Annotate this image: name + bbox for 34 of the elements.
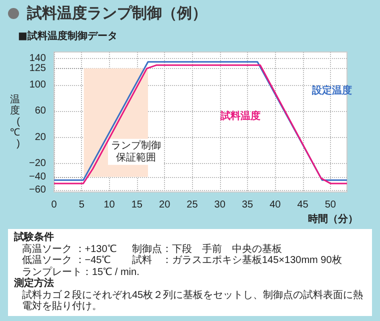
- x-tick-label: 25: [186, 200, 198, 210]
- y-tick-label: 20: [34, 132, 46, 143]
- chart-subtitle: ■試料温度制御データ: [18, 29, 118, 43]
- y-tick-label: −20: [29, 158, 46, 170]
- text: 制御点：下段 手前 中央の基板: [132, 244, 283, 254]
- x-tick-label: 40: [270, 200, 282, 210]
- y-tick-label: 140: [29, 53, 46, 64]
- text: 測定方法: [14, 278, 55, 290]
- text: 試験条件: [14, 232, 55, 243]
- text: 試料カゴ２段にそれぞれ45枚２列に基板をセットし、制御点の試料表面に熱電対を貼り付け。: [21, 290, 364, 312]
- text: 試料温度: [220, 110, 261, 122]
- x-tick-label: 10: [104, 200, 116, 210]
- text: ランプレート：15℃ / min.: [22, 266, 140, 278]
- text: 低温ソーク ：−45℃: [22, 255, 112, 266]
- y-tick-label: −40: [29, 171, 46, 182]
- band-label: ランプ制御保証範囲: [110, 139, 161, 164]
- text: 高温ソーク ：+130℃: [22, 244, 118, 255]
- x-tick-label: 15: [131, 200, 143, 210]
- x-axis-title: 時間（分）: [308, 212, 358, 226]
- x-tick-label: 5: [78, 200, 85, 210]
- text: 試料 ：ガラスエポキシ基板145×130mm 90枚: [132, 255, 343, 266]
- y-tick-label: −60: [29, 184, 46, 196]
- x-tick-label: 35: [242, 200, 254, 210]
- x-tick-label: 30: [214, 200, 226, 210]
- y-axis-title: 温度(℃): [10, 94, 21, 150]
- text: 設定温度: [310, 84, 352, 97]
- x-tick-label: 20: [159, 200, 171, 210]
- x-tick-label: 45: [297, 200, 309, 210]
- y-tick-label: 100: [29, 79, 46, 90]
- x-tick-label: 50: [324, 200, 336, 210]
- y-tick-label: 60: [34, 106, 46, 117]
- chart-title: 試料温度ランプ制御（例）: [27, 4, 207, 23]
- x-tick-label: 0: [51, 200, 58, 210]
- y-tick-label: 125: [29, 62, 46, 74]
